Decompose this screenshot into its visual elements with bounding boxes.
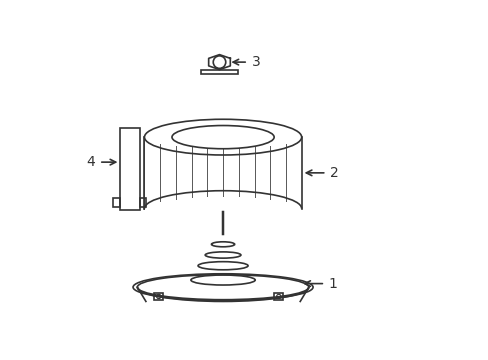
Text: 3: 3: [251, 55, 260, 69]
Text: 1: 1: [328, 276, 337, 291]
Text: 2: 2: [329, 166, 338, 180]
Text: 4: 4: [86, 155, 95, 169]
